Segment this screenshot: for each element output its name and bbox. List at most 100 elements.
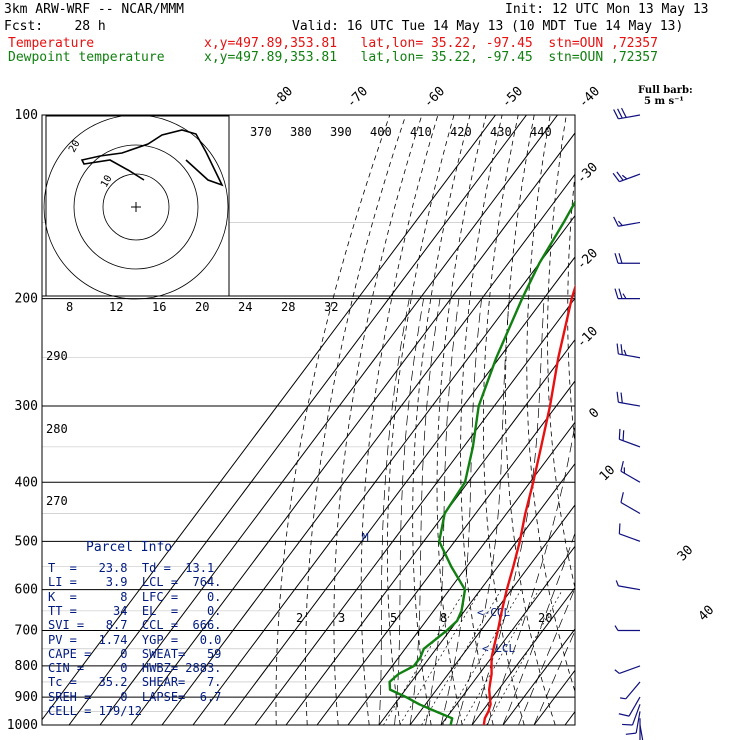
init-time: Init: 12 UTC Mon 13 May 13	[505, 2, 709, 17]
dry-adiabat	[678, 115, 740, 725]
pressure-tick-label: 200	[15, 292, 38, 307]
isotherm	[440, 545, 575, 725]
moist-adiabat	[533, 629, 575, 725]
parcel-info-line: SVI = 8.7 CCL = 666.	[48, 618, 222, 633]
isotherm-label: 10	[597, 463, 619, 485]
dry-adiabat	[711, 115, 740, 725]
dry-adiabat	[333, 115, 423, 725]
wind-barb	[620, 460, 641, 483]
full-barb-label: Full barb:	[638, 85, 693, 96]
valid-time: Valid: 16 UTC Tue 14 May 13 (10 MDT Tue …	[292, 19, 684, 34]
parcel-info-line: SREH = 0 LAPSE= 6.7	[48, 689, 222, 704]
dry-adiabat	[275, 115, 391, 725]
isotherm	[130, 132, 575, 725]
parcel-info-line: K = 8 LFC = 0.	[48, 589, 222, 604]
theta-label: 400	[370, 125, 392, 139]
wind-barb	[620, 492, 641, 514]
wind-barb	[613, 216, 641, 227]
isotherm-label: -30	[574, 160, 601, 187]
isotherm-label: -50	[499, 84, 526, 111]
isotherm-label: -70	[344, 84, 371, 111]
isotherm-label: -10	[574, 324, 601, 351]
wind-scale-label: 28	[281, 300, 295, 314]
theta-label: 440	[530, 125, 552, 139]
theta-label: 410	[410, 125, 432, 139]
isotherm-label: -80	[269, 84, 296, 111]
hodograph-ring	[73, 144, 199, 270]
theta-label: 270	[46, 494, 68, 508]
parcel-info-line: LI = 3.9 LCL = 764.	[48, 575, 222, 590]
theta-label: 370	[250, 125, 272, 139]
mixing-ratio-label: 20	[538, 611, 552, 625]
theta-label: 290	[46, 349, 68, 363]
dewpoint-curve	[388, 199, 575, 725]
hodograph-trace	[80, 129, 224, 187]
dry-adiabat	[526, 115, 575, 693]
isotherm	[347, 421, 575, 725]
isotherm-label: -40	[576, 84, 603, 111]
wind-barb	[620, 681, 641, 700]
parcel-info-line: Tc = 35.2 SHEAR= 7.	[48, 675, 222, 690]
pressure-tick-label: 500	[15, 534, 38, 549]
isotherm	[223, 256, 575, 725]
temperature-location: x,y=497.89,353.81 lat,lon= 35.22, -97.45…	[204, 36, 658, 51]
mixing-ratio-label: 8	[440, 611, 447, 625]
forecast-hour: Fcst: 28 h	[4, 19, 106, 34]
isotherm	[564, 710, 575, 725]
moist-adiabat	[425, 298, 460, 725]
mixing-ratio-label: 3	[338, 611, 345, 625]
dry-adiabat	[643, 115, 740, 725]
dry-adiabat	[727, 115, 740, 725]
mixing-ratio-line	[486, 589, 563, 725]
wind-barb	[616, 391, 641, 407]
pressure-tick-label: 900	[15, 690, 38, 705]
wind-barb	[615, 580, 641, 591]
dry-adiabat	[587, 115, 679, 725]
dry-adiabat	[547, 115, 575, 590]
pressure-tick-label: 300	[15, 399, 38, 414]
wind-barb	[612, 171, 641, 183]
hodograph-ring	[102, 173, 170, 241]
isotherm-label: -20	[574, 246, 601, 273]
isotherm	[285, 338, 575, 725]
hodograph-ring	[43, 114, 229, 300]
wind-barb	[618, 523, 641, 542]
wind-scale-label: 32	[324, 300, 338, 314]
wind-scale-label: 16	[152, 300, 166, 314]
isotherm	[192, 214, 575, 725]
hodograph-ring-label: 10	[99, 174, 115, 190]
wind-scale-label: 12	[109, 300, 123, 314]
hodograph-box	[45, 115, 230, 297]
dewpoint-legend: Dewpoint temperature	[8, 50, 165, 65]
wind-barb	[618, 696, 641, 717]
mixing-ratio-line	[399, 589, 481, 725]
theta-label: 420	[450, 125, 472, 139]
parcel-info-line: CIN = 0 HWBZ= 2883.	[48, 661, 222, 676]
pressure-tick-label: 1000	[7, 718, 38, 733]
plot-frame	[41, 114, 576, 726]
dry-adiabat	[661, 115, 740, 725]
moist-adiabat	[394, 298, 424, 725]
dewpoint-location: x,y=497.89,353.81 lat,lon= 35.22, -97.45…	[204, 50, 658, 65]
isotherm	[99, 115, 558, 725]
isotherm	[378, 462, 575, 725]
wind-barb	[613, 107, 641, 120]
wind-barb	[616, 343, 641, 359]
wind-barb	[625, 711, 641, 735]
mixing-ratio-line	[461, 589, 540, 725]
moist-adiabat	[518, 587, 575, 725]
wind-barb	[614, 665, 641, 674]
wind-scale-label: 20	[195, 300, 209, 314]
isotherm	[316, 380, 575, 725]
pressure-tick-label: 100	[15, 108, 38, 123]
mixing-ratio-label: 2	[296, 611, 303, 625]
parcel-info-line: PV = 1.74 YGP = 0.0	[48, 632, 222, 647]
parcel-info-line: T = 23.8 Td = 13.1	[48, 561, 215, 575]
model-title: 3km ARW-WRF -- NCAR/MMM	[4, 2, 185, 17]
mixing-ratio-line	[442, 589, 522, 725]
theta-label: 280	[46, 422, 68, 436]
mixing-ratio-line	[383, 589, 466, 725]
temperature-curve	[482, 283, 575, 725]
parcel-info-title: Parcel Info	[86, 540, 173, 555]
